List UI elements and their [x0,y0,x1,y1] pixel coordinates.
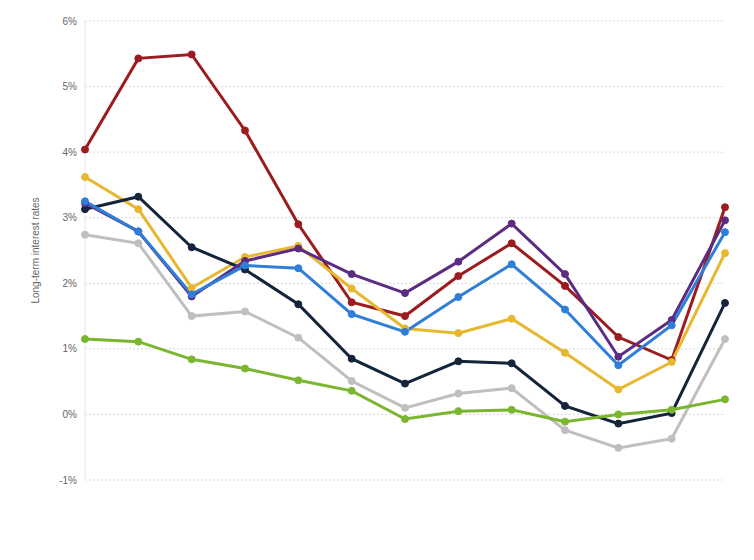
svg-text:6%: 6% [63,16,78,27]
svg-text:4%: 4% [63,147,78,158]
svg-text:2%: 2% [63,278,78,289]
svg-text:0%: 0% [63,409,78,420]
svg-text:1%: 1% [63,343,78,354]
svg-text:Long-term interest rates: Long-term interest rates [30,197,41,303]
svg-text:-1%: -1% [59,475,77,486]
svg-text:3%: 3% [63,212,78,223]
svg-text:5%: 5% [63,81,78,92]
